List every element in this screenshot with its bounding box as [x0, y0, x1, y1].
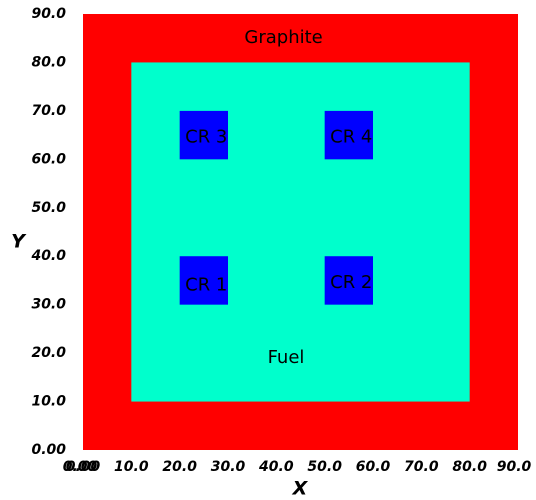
- x-tick-label: 80.0: [452, 459, 487, 475]
- x-tick-label: 20.0: [162, 459, 197, 475]
- y-tick-label: 60.0: [31, 151, 66, 167]
- region-label-cr-1: CR 1: [185, 274, 227, 295]
- y-tick-label: 90.0: [31, 6, 66, 22]
- y-tick-label: 80.0: [31, 54, 66, 70]
- x-tick-label: 0.00: [66, 459, 101, 475]
- region-label-cr-3: CR 3: [185, 127, 227, 148]
- y-tick-label: 0.00: [31, 442, 66, 458]
- y-tick-label: 70.0: [31, 103, 66, 119]
- region-cr-2: [324, 256, 373, 305]
- region-cr-3: [179, 110, 228, 160]
- x-tick-label: 70.0: [404, 459, 439, 475]
- region-label-cr-4: CR 4: [330, 127, 372, 148]
- x-tick-label: 50.0: [307, 459, 342, 475]
- y-tick-labels: 0.00 10.0 20.0 30.0 40.0 50.0 60.0 70.0 80.0 90.0: [30, 6, 66, 458]
- x-tick-labels: 0.00 10.0 20.0 30.0 40.0 50.0 60.0 70.0 80.0 90.0…: [63, 459, 532, 475]
- x-tick-label: 30.0: [211, 459, 246, 475]
- y-tick-label: 30.0: [31, 297, 66, 313]
- region-label-cr-2: CR 2: [330, 272, 372, 293]
- x-tick-label: 60.0: [356, 459, 391, 475]
- region-cr-4: [324, 110, 373, 160]
- y-tick-label: 10.0: [31, 394, 66, 410]
- y-axis-title: Y: [11, 231, 27, 253]
- region-label-graphite: Graphite: [244, 27, 322, 48]
- x-axis-title: X: [292, 478, 309, 500]
- y-tick-label: 50.0: [31, 200, 66, 216]
- x-tick-label: 90.0: [497, 459, 532, 475]
- region-labels-layer: Graphite Fuel CR 1 CR 2 CR 3 CR 4: [185, 27, 372, 368]
- y-tick-label: 20.0: [31, 345, 66, 361]
- regions-layer: [83, 14, 518, 450]
- region-label-fuel: Fuel: [268, 347, 305, 368]
- x-tick-label: 40.0: [258, 459, 294, 475]
- region-cr-1: [179, 256, 228, 305]
- x-tick-label: 10.0: [114, 459, 149, 475]
- y-tick-label: 40.0: [30, 248, 66, 264]
- x-tick-label-duplicate: 0.00: [63, 459, 98, 475]
